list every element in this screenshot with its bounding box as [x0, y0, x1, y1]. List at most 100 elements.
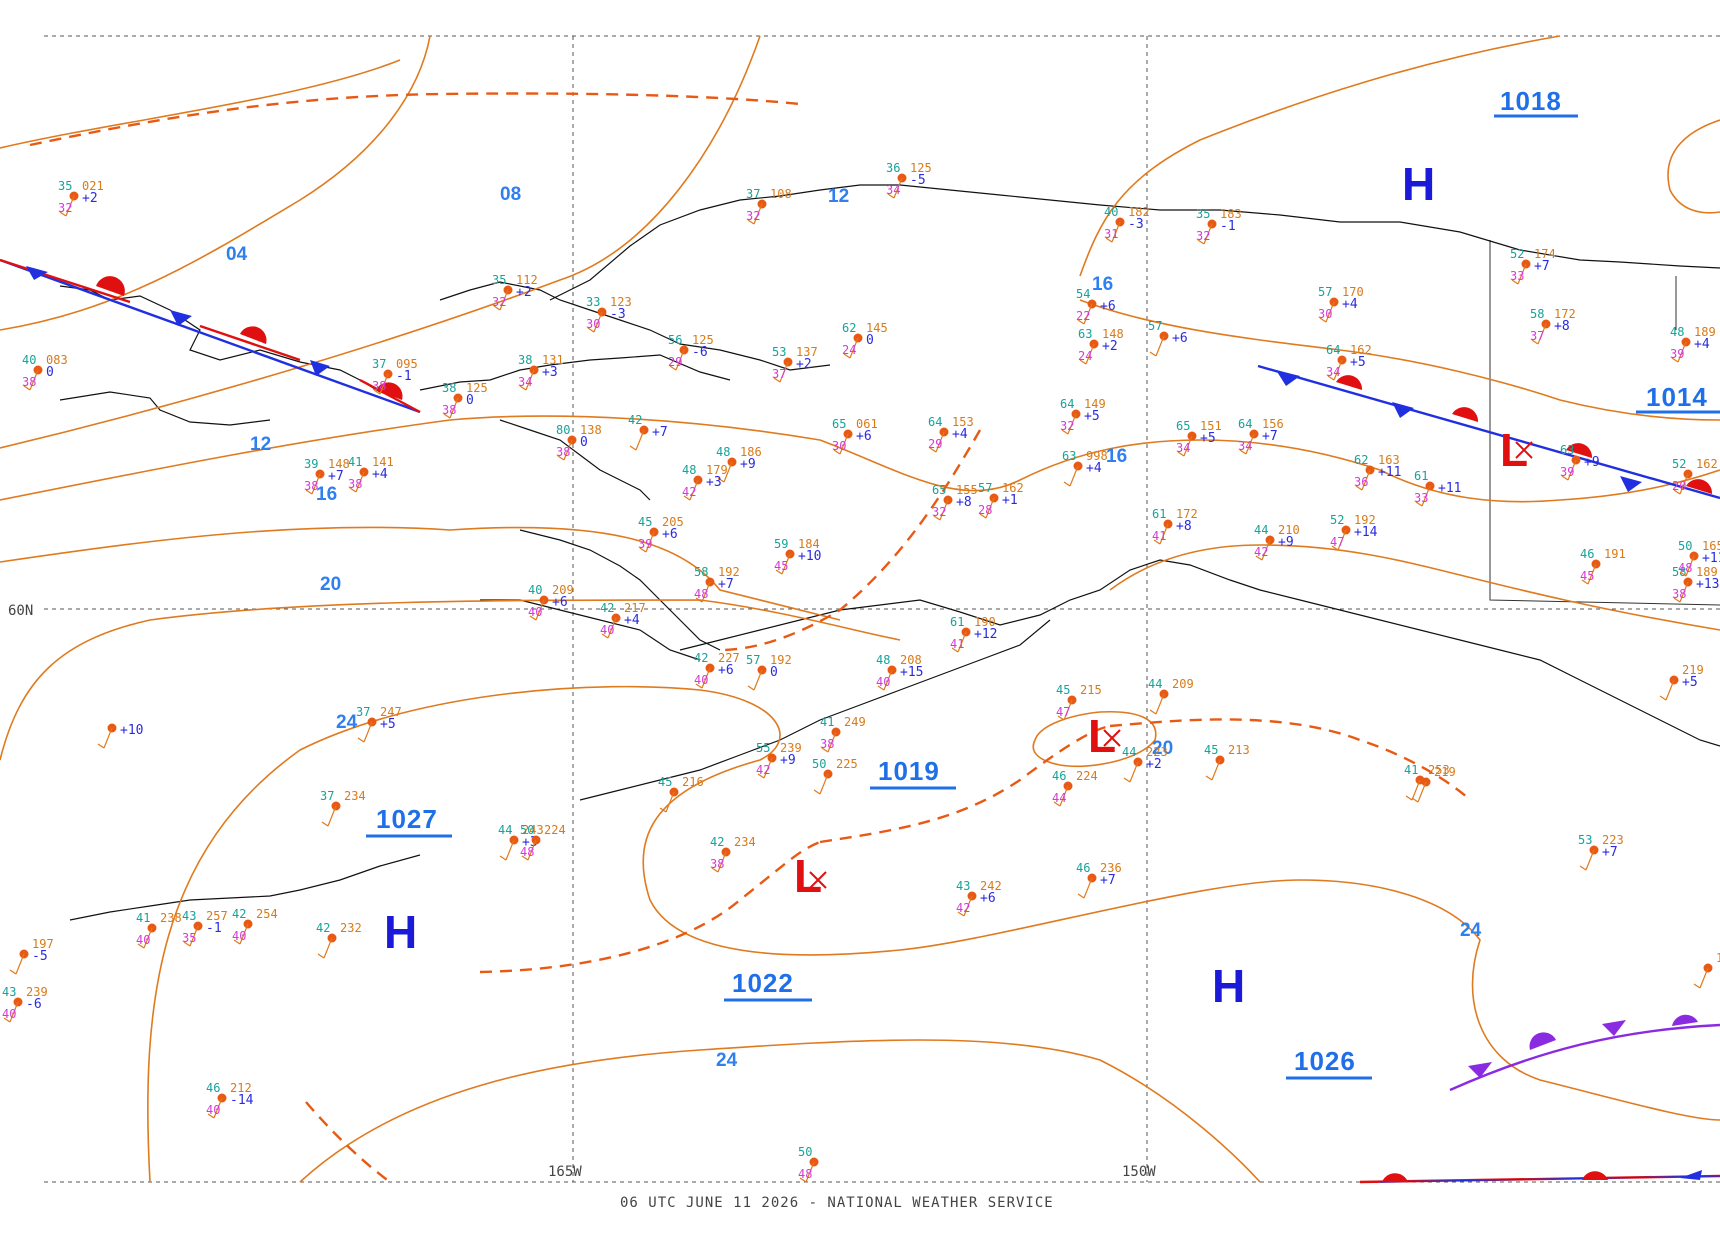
station-tendency: +1: [1002, 493, 1018, 508]
station-pressure: 156: [1262, 417, 1284, 431]
station-temp: 53: [1578, 833, 1592, 847]
station-dewpoint: 40: [206, 1103, 220, 1117]
station-dewpoint: 34: [1176, 441, 1190, 455]
wind-barb: [717, 461, 733, 483]
station-dewpoint: 32: [492, 295, 506, 309]
station-plot: 61 172 41 +8: [1152, 507, 1198, 545]
station-temp: 53: [772, 345, 786, 359]
occluded-front: [1449, 1014, 1720, 1092]
wind-barb: [1255, 539, 1271, 561]
station-plot: 37 234: [320, 789, 366, 827]
station-dewpoint: 42: [682, 485, 696, 499]
station-tendency: -5: [32, 949, 48, 964]
station-plot: 42 217 40 +4: [600, 601, 646, 639]
wind-barb: [1415, 485, 1431, 507]
station-plot: 50 224 48: [520, 823, 566, 861]
station-pressure: 197: [32, 937, 54, 951]
station-tendency: -3: [1128, 217, 1144, 232]
wind-barb: [1671, 341, 1687, 363]
station-pressure: 192: [718, 565, 740, 579]
station-temp: 64: [1238, 417, 1252, 431]
station-dewpoint: 34: [1326, 365, 1340, 379]
wind-barb: [1197, 223, 1213, 245]
station-plot: 52 174 33 +7: [1510, 247, 1556, 285]
station-temp: 37: [320, 789, 334, 803]
station-dewpoint: 42: [756, 763, 770, 777]
station-tendency: +3: [706, 475, 722, 490]
station-plot: 50 225: [812, 757, 858, 795]
station-temp: 50: [520, 823, 534, 837]
isobar-labels: 04 08 12 12 16 16 16 20 20 24 24 24: [226, 184, 1482, 1071]
center-symbol: L: [1088, 710, 1116, 762]
station-plot: 37 108 32: [746, 187, 792, 225]
station-pressure: 108: [770, 187, 792, 201]
lon-label: 165W: [548, 1164, 582, 1180]
station-temp: 64: [1060, 397, 1074, 411]
station-plot: 43 239 40 -6: [2, 985, 48, 1023]
station-tendency: +2: [796, 357, 812, 372]
station-dewpoint: 32: [58, 201, 72, 215]
wind-barb: [1205, 759, 1221, 781]
station-pressure: 138: [580, 423, 602, 437]
station-tendency: +6: [1172, 331, 1188, 346]
station-plot: 40 083 38 0: [22, 353, 68, 391]
station-pressure: 189: [1696, 565, 1718, 579]
station-temp: 43: [2, 985, 16, 999]
wind-barb: [357, 721, 373, 743]
station-dewpoint: 30: [586, 317, 600, 331]
wind-barb: [1061, 413, 1077, 435]
station-temp: 35: [1196, 207, 1210, 221]
wind-barb: [1331, 529, 1347, 551]
wind-barb: [757, 757, 773, 779]
station-pressure: 205: [662, 515, 684, 529]
station-pressure: 061: [856, 417, 878, 431]
station-temp: 45: [1056, 683, 1070, 697]
station-plot: 59 184 45 +10: [774, 537, 821, 575]
station-temp: 65: [932, 483, 946, 497]
station-temp: 39: [304, 457, 318, 471]
isobar-label: 16: [316, 484, 337, 505]
station-dewpoint: 44: [1052, 791, 1066, 805]
center-value: 1014: [1646, 382, 1708, 412]
station-pressure: 234: [344, 789, 366, 803]
station-plot: 38 125 38 0: [442, 381, 488, 419]
graticule-labels: 60N 165W 150W: [8, 603, 1156, 1180]
lon-label: 150W: [1122, 1164, 1156, 1180]
station-dewpoint: 45: [1580, 569, 1594, 583]
station-pressure: 112: [516, 273, 538, 287]
station-tendency: -6: [692, 345, 708, 360]
station-plot: 57 170 30 +4: [1318, 285, 1364, 323]
station-tendency: 0: [46, 365, 54, 380]
wind-barb: [137, 927, 153, 949]
wind-barb: [843, 337, 859, 359]
station-dewpoint: 48: [1678, 561, 1692, 575]
wind-barb: [799, 1161, 815, 1183]
station-pressure: 998: [1086, 449, 1108, 463]
station-tendency: +2: [1146, 757, 1162, 772]
station-pressure: 238: [160, 911, 182, 925]
station-dewpoint: 48: [694, 587, 708, 601]
wind-barb: [23, 369, 39, 391]
station-dewpoint: 35: [182, 931, 196, 945]
station-tendency: +4: [1342, 297, 1358, 312]
station-plot: 62 145 24 0: [842, 321, 888, 359]
station-pressure: 223: [1602, 833, 1624, 847]
station-temp: 56: [668, 333, 682, 347]
center-value: 1022: [732, 968, 794, 998]
wind-barb: [317, 937, 333, 959]
station-dewpoint: 34: [886, 183, 900, 197]
station-temp: 57: [1148, 319, 1162, 333]
station-temp: 54: [1076, 287, 1090, 301]
wind-barb: [529, 599, 545, 621]
troughs: [29, 92, 1471, 1183]
station-dewpoint: 48: [520, 845, 534, 859]
station-dewpoint: 39: [1670, 347, 1684, 361]
station-dewpoint: 36: [1354, 475, 1368, 489]
wind-barb: [695, 667, 711, 689]
station-dewpoint: 28: [978, 503, 992, 517]
wind-barb: [979, 497, 995, 519]
station-temp: 41: [1404, 763, 1418, 777]
station-pressure: 236: [1100, 861, 1122, 875]
station-pressure: 215: [1080, 683, 1102, 697]
